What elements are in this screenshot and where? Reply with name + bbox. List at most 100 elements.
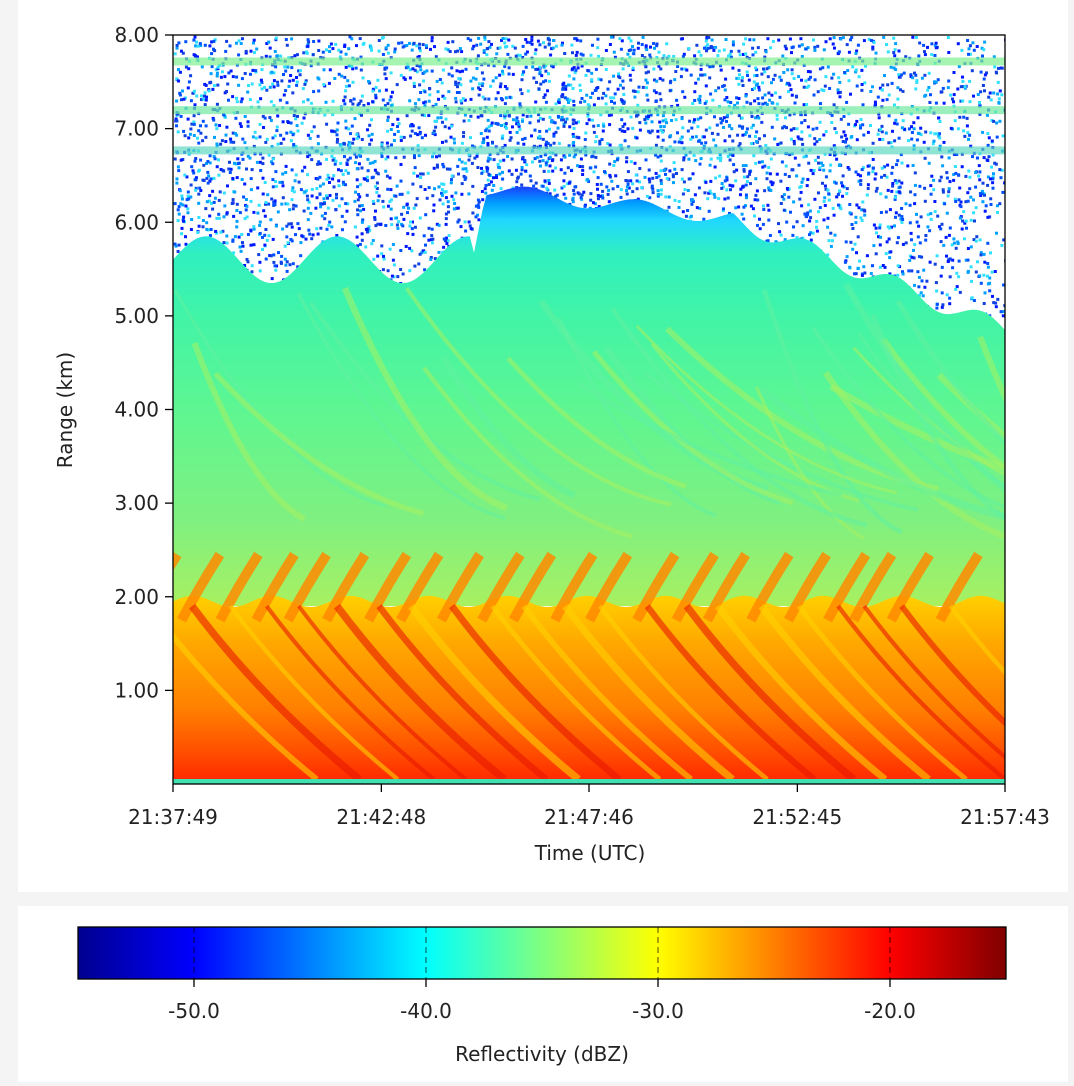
noise-pixel bbox=[463, 178, 467, 181]
noise-pixel bbox=[227, 71, 231, 75]
noise-pixel bbox=[757, 102, 761, 106]
noise-pixel bbox=[755, 130, 759, 134]
noise-pixel bbox=[227, 167, 231, 171]
noise-pixel bbox=[928, 260, 932, 264]
noise-pixel bbox=[331, 113, 335, 117]
noise-pixel bbox=[430, 69, 434, 73]
noise-pixel bbox=[225, 39, 229, 43]
noise-pixel bbox=[601, 129, 605, 133]
noise-pixel bbox=[919, 291, 923, 295]
noise-pixel bbox=[577, 136, 581, 140]
noise-pixel bbox=[234, 116, 238, 120]
noise-pixel bbox=[418, 49, 422, 53]
noise-pixel bbox=[901, 242, 905, 246]
noise-pixel bbox=[218, 124, 222, 127]
noise-pixel bbox=[437, 250, 441, 254]
noise-pixel bbox=[317, 160, 321, 164]
noise-pixel bbox=[205, 221, 209, 225]
noise-pixel bbox=[605, 185, 609, 189]
noise-pixel bbox=[516, 53, 520, 57]
noise-pixel bbox=[458, 158, 461, 162]
noise-pixel bbox=[557, 100, 560, 104]
noise-pixel bbox=[502, 158, 506, 162]
noise-pixel bbox=[983, 209, 987, 213]
noise-pixel bbox=[856, 43, 860, 47]
noise-pixel bbox=[287, 84, 291, 88]
noise-pixel bbox=[714, 45, 718, 49]
noise-pixel bbox=[1003, 304, 1005, 308]
noise-pixel bbox=[818, 67, 822, 71]
noise-pixel bbox=[284, 164, 288, 168]
noise-pixel bbox=[443, 125, 447, 129]
noise-pixel bbox=[500, 136, 504, 140]
noise-pixel bbox=[952, 100, 955, 104]
noise-pixel bbox=[391, 243, 395, 246]
noise-pixel bbox=[927, 86, 931, 89]
noise-pixel bbox=[305, 194, 309, 198]
noise-pixel bbox=[986, 282, 990, 286]
noise-pixel bbox=[672, 161, 676, 165]
noise-pixel bbox=[355, 178, 359, 182]
noise-pixel bbox=[631, 190, 635, 194]
noise-pixel bbox=[326, 206, 330, 210]
noise-pixel bbox=[900, 215, 904, 219]
noise-pixel bbox=[754, 177, 758, 181]
noise-pixel bbox=[983, 73, 987, 77]
noise-pixel bbox=[325, 122, 329, 126]
noise-pixel bbox=[808, 219, 812, 223]
noise-pixel bbox=[808, 70, 812, 74]
noise-pixel bbox=[253, 51, 256, 55]
noise-pixel bbox=[364, 245, 368, 249]
noise-pixel bbox=[437, 185, 441, 189]
noise-pixel bbox=[406, 232, 410, 236]
noise-pixel bbox=[841, 140, 845, 143]
noise-pixel bbox=[891, 184, 895, 188]
noise-pixel bbox=[750, 115, 754, 118]
noise-pixel bbox=[175, 43, 179, 47]
noise-pixel bbox=[264, 257, 268, 261]
noise-pixel bbox=[374, 96, 378, 100]
noise-pixel bbox=[718, 153, 722, 156]
noise-pixel bbox=[947, 51, 951, 54]
noise-pixel bbox=[183, 173, 187, 177]
noise-pixel bbox=[485, 127, 489, 131]
noise-pixel bbox=[229, 69, 233, 73]
noise-pixel bbox=[755, 140, 759, 144]
noise-pixel bbox=[595, 135, 599, 139]
noise-pixel bbox=[192, 134, 196, 137]
noise-pixel bbox=[358, 37, 362, 41]
noise-pixel bbox=[236, 157, 240, 161]
noise-pixel bbox=[712, 48, 716, 52]
noise-pixel bbox=[380, 36, 384, 40]
noise-pixel bbox=[251, 135, 255, 139]
noise-pixel bbox=[640, 54, 644, 57]
noise-pixel bbox=[511, 125, 514, 129]
noise-pixel bbox=[270, 277, 274, 281]
noise-pixel bbox=[622, 100, 626, 104]
noise-pixel bbox=[179, 202, 183, 206]
noise-pixel bbox=[584, 131, 588, 135]
fallstreak bbox=[213, 371, 425, 517]
noise-pixel bbox=[981, 84, 985, 87]
noise-pixel bbox=[579, 39, 583, 43]
noise-pixel bbox=[729, 49, 733, 53]
noise-pixel bbox=[926, 45, 929, 49]
noise-pixel bbox=[945, 254, 948, 258]
noise-pixel bbox=[988, 289, 992, 293]
noise-pixel bbox=[492, 176, 495, 180]
noise-pixel bbox=[934, 46, 938, 50]
noise-pixel bbox=[849, 240, 853, 244]
noise-pixel bbox=[933, 80, 936, 84]
noise-pixel bbox=[992, 91, 996, 95]
noise-pixel bbox=[289, 222, 293, 226]
noise-pixel bbox=[198, 186, 202, 190]
noise-pixel bbox=[691, 172, 695, 176]
noise-pixel bbox=[323, 113, 327, 117]
noise-pixel bbox=[949, 93, 953, 97]
noise-pixel bbox=[726, 113, 730, 117]
noise-pixel bbox=[240, 77, 244, 81]
noise-pixel bbox=[651, 187, 655, 191]
noise-pixel bbox=[382, 254, 385, 258]
noise-pixel bbox=[511, 72, 515, 76]
noise-pixel bbox=[774, 91, 777, 95]
